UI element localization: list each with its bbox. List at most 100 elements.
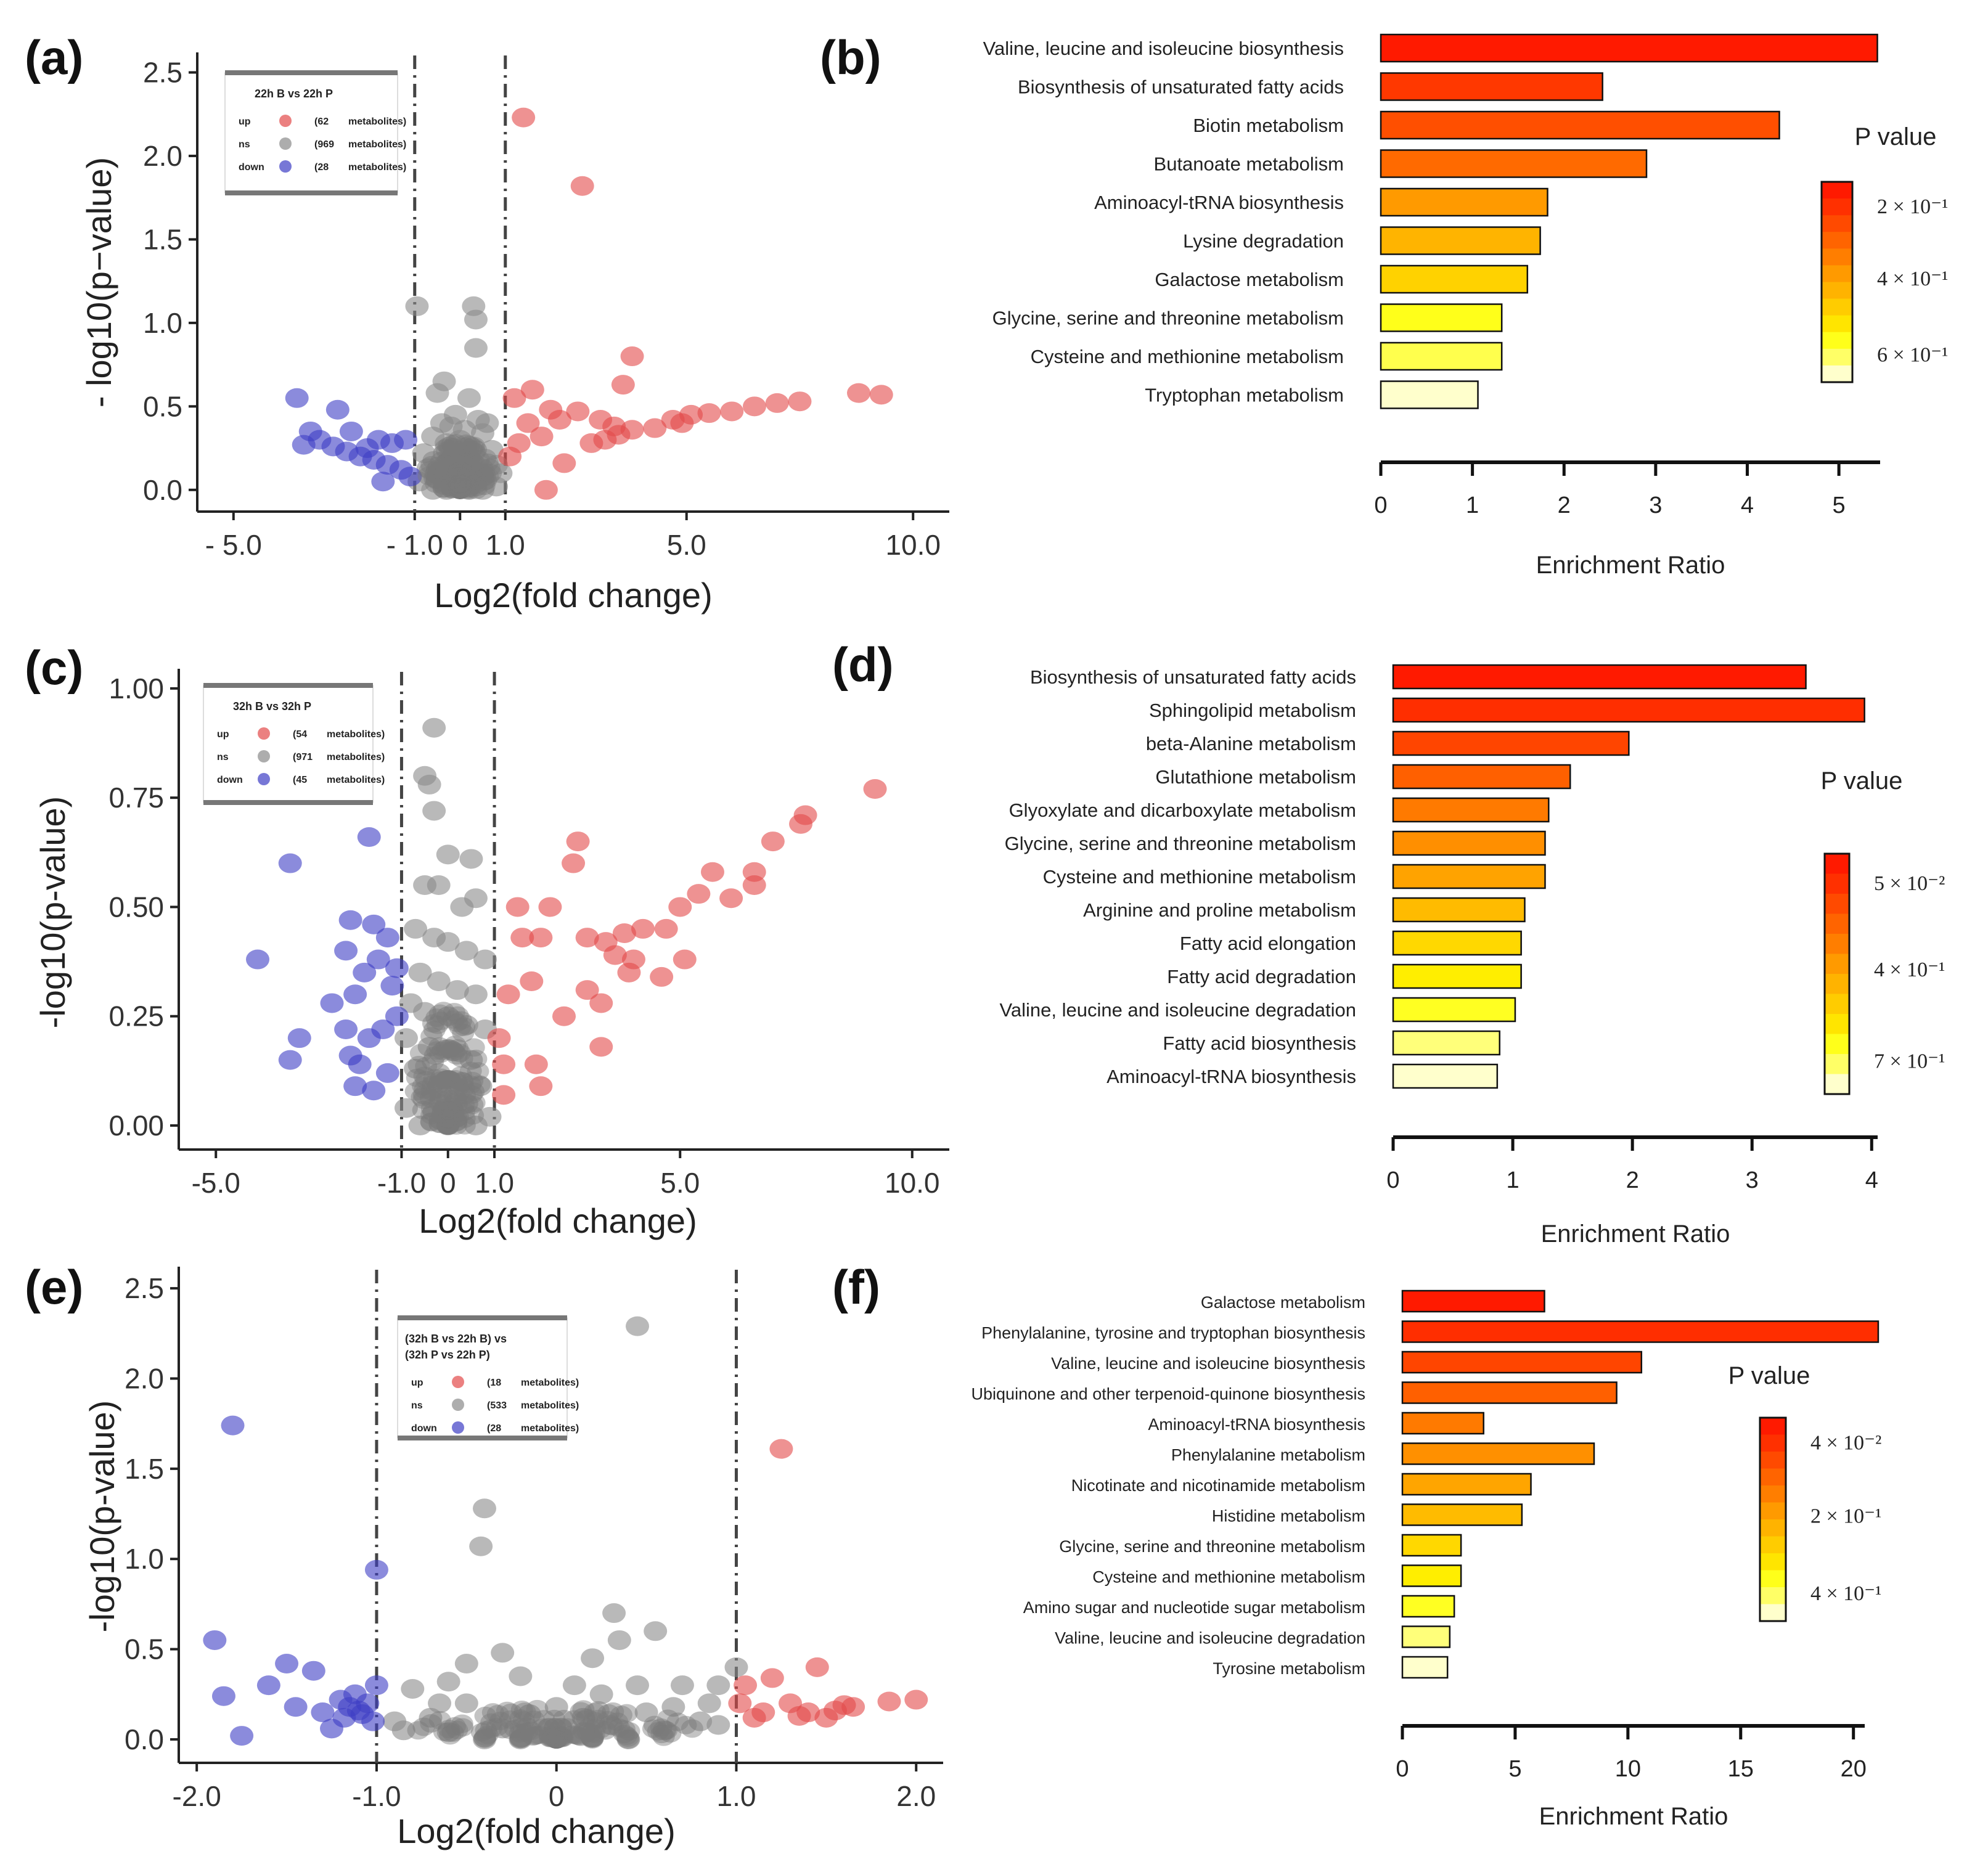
data-point-ns: [510, 1728, 533, 1747]
data-point-ns: [407, 1055, 430, 1074]
data-point-ns: [650, 1725, 673, 1744]
x-tick-label: 20: [1841, 1756, 1867, 1782]
pathway-label: Valine, leucine and isoleucine biosynthe…: [983, 38, 1344, 59]
data-point-ns: [436, 932, 460, 952]
data-point-ns: [480, 1713, 503, 1732]
data-point-ns: [570, 1702, 592, 1721]
data-point-ns: [520, 1722, 542, 1741]
data-point-ns: [594, 1721, 617, 1740]
data-point-ns: [489, 463, 513, 483]
data-point-up: [728, 1693, 752, 1714]
legend-unit: metabolites): [327, 752, 385, 762]
data-point-ns: [470, 1723, 493, 1742]
colorbar-segment: [1822, 332, 1852, 349]
colorbar-segment: [1825, 913, 1849, 934]
colorbar-segment: [1825, 854, 1849, 874]
colorbar-segment: [1822, 215, 1852, 232]
data-point-ns: [570, 1727, 592, 1746]
pathway-label: Histidine metabolism: [1212, 1507, 1365, 1526]
data-point-ns: [464, 338, 488, 358]
data-point-ns: [431, 1084, 454, 1103]
bar: [1392, 897, 1526, 923]
data-point-up: [742, 875, 766, 895]
data-point-ns: [446, 1006, 469, 1025]
data-point-ns: [455, 468, 478, 487]
data-point-ns: [617, 1730, 640, 1749]
data-point-ns: [438, 1720, 460, 1739]
data-point-up: [719, 888, 743, 909]
data-point-ns: [422, 451, 445, 470]
data-point-ns: [433, 444, 456, 463]
volcano-plot-c: (c) 0.00 0.25 0.50 0.75 1.00 -5.0 -1.0 0 1.0 5.0 10…: [25, 640, 949, 1240]
x-tick-label: -1.0: [377, 1167, 426, 1199]
colorbar-segment: [1822, 315, 1852, 333]
data-point-ns: [563, 1710, 586, 1729]
x-tick-label: - 1.0: [387, 529, 443, 561]
y-axis-label: -log10(p-value): [33, 796, 72, 1029]
bar: [1380, 149, 1648, 178]
data-point-ns: [415, 1071, 438, 1090]
data-point-ns: [545, 1730, 568, 1749]
data-point-up: [510, 928, 534, 948]
colorbar-segment: [1760, 1519, 1786, 1537]
data-point-ns: [436, 1116, 459, 1135]
data-point-ns: [469, 1536, 493, 1556]
data-point-ns: [444, 475, 467, 494]
data-point-up: [769, 1439, 793, 1459]
legend-marker-down: [452, 1421, 464, 1434]
data-point-down: [371, 472, 395, 492]
data-point-ns: [441, 480, 464, 499]
data-point-ns: [599, 1715, 623, 1735]
data-point-ns: [427, 1063, 451, 1083]
data-point-ns: [432, 469, 454, 488]
data-point-ns: [445, 1113, 468, 1132]
data-point-ns: [428, 1111, 451, 1130]
data-point-ns: [509, 1709, 532, 1728]
data-point-ns: [428, 1037, 451, 1056]
y-tick-label: 1.00: [108, 672, 164, 705]
data-point-up: [611, 375, 635, 395]
bar: [1380, 110, 1780, 140]
data-point-ns: [454, 1693, 478, 1714]
legend-count: (28: [314, 162, 329, 173]
legend-unit: metabolites): [327, 775, 385, 785]
bar-chart-d: (d) Biosynthesis of unsaturated fatty aci…: [832, 637, 1945, 1248]
x-tick-label: 5.0: [667, 529, 706, 561]
legend-count: (54: [293, 729, 307, 740]
data-point-ns: [442, 1106, 465, 1125]
data-point-ns: [512, 1723, 535, 1742]
data-point-ns: [657, 1709, 679, 1728]
x-axis-label: Log2(fold change): [434, 576, 712, 615]
pathway-label: Glycine, serine and threonine metabolism: [1005, 833, 1356, 854]
data-point-ns: [429, 1044, 452, 1063]
data-point-ns: [539, 1728, 562, 1747]
data-point-ns: [451, 1714, 473, 1733]
data-point-ns: [408, 962, 432, 983]
data-point-ns: [545, 1730, 568, 1749]
data-point-up: [751, 1702, 775, 1723]
data-point-up: [530, 427, 554, 447]
data-point-ns: [425, 1008, 448, 1028]
data-point-up: [603, 945, 627, 965]
data-point-ns: [448, 462, 471, 481]
data-point-ns: [576, 1709, 599, 1728]
colorbar-segment: [1760, 1452, 1786, 1469]
data-point-ns: [449, 1066, 472, 1085]
data-point-down: [362, 1081, 386, 1101]
data-point-ns: [499, 1720, 522, 1739]
panel-letter: (f): [832, 1260, 880, 1314]
data-point-down: [275, 1654, 299, 1673]
y-tick-label: 2.5: [125, 1272, 164, 1304]
legend-marker-ns: [279, 137, 292, 150]
pathway-label: Biosynthesis of unsaturated fatty acids: [1030, 666, 1356, 688]
x-tick-label: 10: [1615, 1756, 1641, 1782]
x-tick-label: 0: [1386, 1167, 1399, 1193]
data-point-ns: [587, 1701, 610, 1720]
colorbar-label: 5 × 10⁻²: [1874, 872, 1945, 895]
data-point-up: [552, 453, 576, 473]
x-tick-label: -2.0: [173, 1780, 221, 1812]
data-point-ns: [454, 941, 478, 961]
data-point-ns: [573, 1710, 595, 1730]
data-point-ns: [445, 1113, 468, 1132]
panel-letter: (c): [25, 640, 83, 695]
